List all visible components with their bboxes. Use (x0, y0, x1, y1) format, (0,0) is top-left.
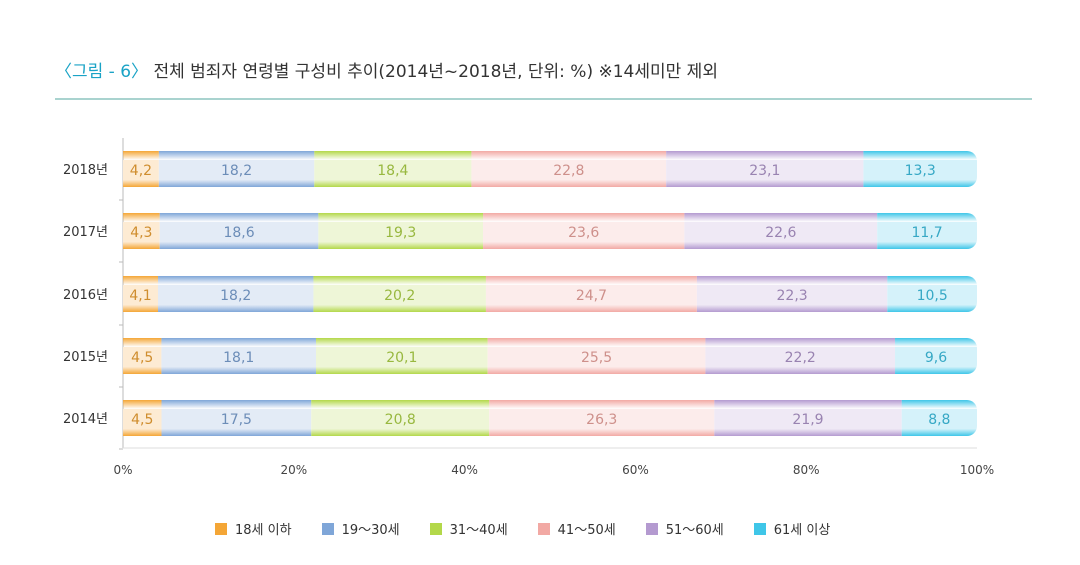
data-label: 8,8 (928, 412, 950, 428)
x-tick-label: 20% (280, 463, 307, 477)
legend: 18세 이하 19～30세 31～40세 41～50세 51～60세 61세 이상 (215, 519, 830, 538)
bar-segment (487, 338, 706, 374)
bar-segment (705, 338, 896, 374)
category-label: 2017년 (63, 225, 108, 240)
data-label: 20,8 (385, 412, 416, 428)
bar-segment (316, 338, 488, 374)
bar-segment (714, 400, 902, 436)
bar-segment (485, 276, 697, 312)
legend-label: 31～40세 (449, 523, 508, 538)
data-label: 18,2 (221, 163, 252, 179)
data-label: 22,6 (765, 225, 796, 241)
data-label: 4,5 (131, 412, 153, 428)
bar-segment (123, 400, 162, 436)
legend-swatch (645, 522, 658, 535)
bar-segment (158, 276, 314, 312)
bar-segment (123, 213, 160, 249)
data-label: 18,1 (223, 350, 254, 366)
data-label: 18,2 (220, 288, 251, 304)
data-label: 18,6 (223, 225, 254, 241)
bar-segment (314, 151, 472, 187)
legend-item: 51～60세 (645, 519, 724, 538)
data-label: 4,5 (131, 350, 153, 366)
data-label: 25,5 (581, 350, 612, 366)
bar-segment (471, 151, 667, 187)
bar-segment (877, 213, 977, 249)
legend-swatch (215, 522, 227, 535)
legend-label: 61세 이상 (773, 523, 831, 538)
bar-segment (158, 151, 315, 187)
data-label: 24,7 (576, 288, 607, 304)
legend-label: 41～50세 (557, 523, 616, 538)
x-tick-label: 60% (622, 463, 649, 477)
bar-segment (483, 213, 685, 249)
title-text: 전체 범죄자 연령별 구성비 추이(2014년~2018년, 단위: %) ※1… (153, 62, 718, 82)
legend-item: 41～50세 (537, 519, 616, 538)
legend-item: 61세 이상 (753, 519, 831, 538)
bar-segment (313, 276, 486, 312)
data-label: 4,1 (129, 288, 151, 304)
chart-title: 〈그림 - 6〉 전체 범죄자 연령별 구성비 추이(2014년~2018년, … (55, 57, 718, 82)
data-label: 20,2 (384, 288, 415, 304)
figure-label: 〈그림 - 6〉 (55, 62, 149, 82)
category-label: 2018년 (63, 163, 108, 178)
data-label: 10,5 (917, 288, 948, 304)
legend-swatch (429, 522, 442, 535)
data-label: 4,3 (130, 225, 152, 241)
legend-swatch (537, 522, 550, 535)
bar-segment (123, 151, 159, 187)
legend-label: 51～60세 (665, 523, 724, 538)
legend-swatch (321, 522, 334, 535)
bar-segment (696, 276, 888, 312)
data-label: 26,3 (586, 412, 617, 428)
bar-segment (123, 338, 162, 374)
data-label: 11,7 (912, 225, 943, 241)
legend-item: 19～30세 (321, 519, 400, 538)
category-label: 2014년 (63, 412, 108, 427)
legend-item: 18세 이하 (215, 519, 292, 538)
bar-segment (489, 400, 715, 436)
data-label: 17,5 (221, 412, 252, 428)
x-tick-label: 100% (960, 463, 994, 477)
bar-segment (887, 276, 977, 312)
bar-segment (863, 151, 977, 187)
legend-label: 18세 이하 (235, 523, 292, 538)
bar-segment (684, 213, 878, 249)
data-label: 13,3 (905, 163, 936, 179)
data-label: 22,8 (553, 163, 584, 179)
data-label: 4,2 (130, 163, 152, 179)
title-divider (55, 98, 1032, 100)
data-label: 22,3 (777, 288, 808, 304)
data-label: 18,4 (377, 163, 408, 179)
bar-segment (161, 400, 312, 436)
data-label: 9,6 (925, 350, 947, 366)
data-label: 22,2 (785, 350, 816, 366)
category-label: 2015년 (63, 350, 108, 365)
bar-segment (901, 400, 977, 436)
legend-label: 19～30세 (341, 523, 400, 538)
x-tick-label: 80% (793, 463, 820, 477)
bar-segment (666, 151, 864, 187)
bar-segment (123, 276, 159, 312)
bar-segment (161, 338, 317, 374)
data-label: 20,1 (386, 350, 417, 366)
data-label: 19,3 (385, 225, 416, 241)
legend-item: 31～40세 (429, 519, 508, 538)
x-tick-label: 40% (451, 463, 478, 477)
category-label: 2016년 (63, 288, 108, 303)
data-label: 23,1 (749, 163, 780, 179)
data-label: 21,9 (792, 412, 823, 428)
legend-swatch (753, 522, 766, 535)
bar-segment (895, 338, 977, 374)
x-tick-label: 0% (113, 463, 132, 477)
bar-segment (311, 400, 490, 436)
data-label: 23,6 (568, 225, 599, 241)
bar-segment (159, 213, 319, 249)
bar-segment (318, 213, 484, 249)
